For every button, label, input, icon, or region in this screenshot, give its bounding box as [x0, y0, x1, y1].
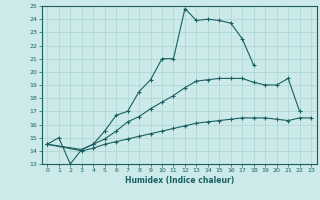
X-axis label: Humidex (Indice chaleur): Humidex (Indice chaleur)	[124, 176, 234, 185]
